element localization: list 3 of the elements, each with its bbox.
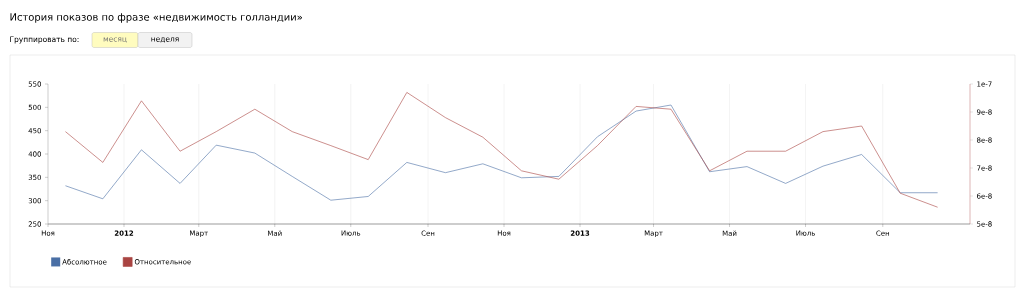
line-series bbox=[65, 92, 938, 208]
line-series bbox=[65, 104, 938, 201]
chart-title: История показов по фразе «недвижимость голландии» bbox=[10, 13, 303, 23]
